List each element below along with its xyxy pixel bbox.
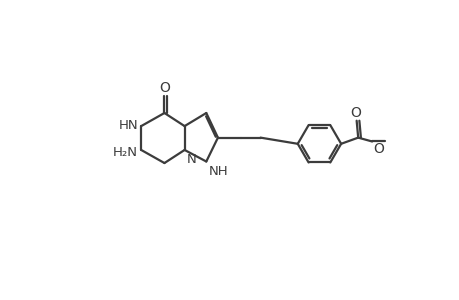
Text: HN: HN [118, 119, 138, 132]
Text: N: N [186, 153, 196, 166]
Text: O: O [373, 142, 384, 156]
Text: O: O [350, 106, 360, 120]
Text: O: O [159, 81, 169, 95]
Text: NH: NH [208, 165, 228, 178]
Text: H₂N: H₂N [112, 146, 137, 159]
